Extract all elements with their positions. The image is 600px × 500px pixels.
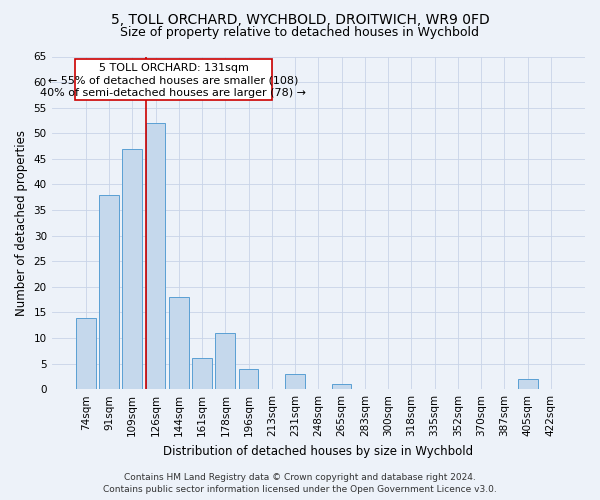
Bar <box>146 123 166 389</box>
Bar <box>285 374 305 389</box>
Bar <box>76 318 95 389</box>
Bar <box>518 379 538 389</box>
Text: 40% of semi-detached houses are larger (78) →: 40% of semi-detached houses are larger (… <box>40 88 307 98</box>
Bar <box>215 333 235 389</box>
Text: Contains HM Land Registry data © Crown copyright and database right 2024.
Contai: Contains HM Land Registry data © Crown c… <box>103 472 497 494</box>
Text: Size of property relative to detached houses in Wychbold: Size of property relative to detached ho… <box>121 26 479 39</box>
Text: 5 TOLL ORCHARD: 131sqm: 5 TOLL ORCHARD: 131sqm <box>98 63 248 73</box>
Bar <box>192 358 212 389</box>
Y-axis label: Number of detached properties: Number of detached properties <box>15 130 28 316</box>
Text: ← 55% of detached houses are smaller (108): ← 55% of detached houses are smaller (10… <box>48 76 299 86</box>
Text: 5, TOLL ORCHARD, WYCHBOLD, DROITWICH, WR9 0FD: 5, TOLL ORCHARD, WYCHBOLD, DROITWICH, WR… <box>110 12 490 26</box>
Bar <box>239 368 259 389</box>
Bar <box>99 194 119 389</box>
Bar <box>122 148 142 389</box>
FancyBboxPatch shape <box>74 59 272 100</box>
Bar <box>332 384 352 389</box>
Bar <box>169 297 188 389</box>
X-axis label: Distribution of detached houses by size in Wychbold: Distribution of detached houses by size … <box>163 444 473 458</box>
